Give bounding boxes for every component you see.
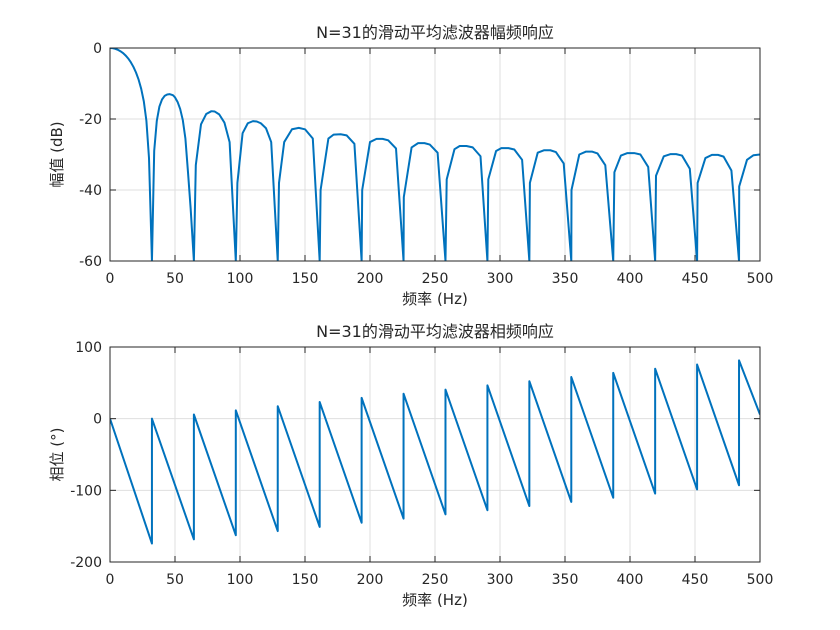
x-tick-label: 300: [487, 572, 514, 588]
x-tick-label: 300: [487, 271, 514, 287]
y-tick-label: -100: [70, 483, 102, 499]
x-tick-label: 0: [106, 271, 115, 287]
x-tick-label: 350: [552, 572, 579, 588]
chart-title: N=31的滑动平均滤波器幅频响应: [316, 23, 554, 42]
x-tick-label: 100: [227, 271, 254, 287]
x-tick-label: 200: [357, 572, 384, 588]
y-tick-label: -60: [79, 254, 102, 270]
y-axis-label: 幅值 (dB): [48, 121, 66, 187]
x-tick-label: 400: [617, 572, 644, 588]
magnitude-subplot: 0 50 100 150 200 250 300 350 400 450 500-60-40-200…: [48, 23, 773, 308]
x-tick-label: 450: [682, 271, 709, 287]
phase-subplot: 0 50 100 150 200 250 300 350 400 450 500 -200 -100 0 1…: [48, 322, 773, 609]
grid: [110, 347, 760, 562]
x-tick-label: 400: [617, 271, 644, 287]
x-tick-label: 50: [166, 271, 184, 287]
x-tick-label: 250: [422, 572, 449, 588]
y-tick-label: -40: [79, 183, 102, 199]
y-axis-label: 相位 (°): [48, 428, 66, 482]
y-tick-label: 0: [93, 41, 102, 57]
phase-series-line: [110, 359, 760, 545]
x-tick-label: 50: [166, 572, 184, 588]
x-tick-label: 0: [106, 572, 115, 588]
x-tick-label: 100: [227, 572, 254, 588]
y-ticks: -200 -100 0 100: [70, 340, 760, 571]
x-ticks: 0 50 100 150 200 250 300 350 400 450 500: [106, 48, 774, 287]
y-tick-label: 100: [75, 340, 102, 356]
x-tick-label: 350: [552, 271, 579, 287]
y-ticks: -60 -40 -20 0: [79, 41, 760, 270]
x-axis-label: 频率 (Hz): [402, 290, 468, 308]
chart-title: N=31的滑动平均滤波器相频响应: [316, 322, 554, 341]
x-tick-label: 200: [357, 271, 384, 287]
magnitude-series-line: [110, 48, 760, 261]
y-tick-label: -200: [70, 555, 102, 571]
y-tick-label: 0: [93, 412, 102, 428]
y-tick-label: -20: [79, 112, 102, 128]
x-tick-label: 450: [682, 572, 709, 588]
x-tick-label: 150: [292, 271, 319, 287]
grid: [110, 48, 760, 261]
x-tick-label: 250: [422, 271, 449, 287]
x-ticks: 0 50 100 150 200 250 300 350 400 450 500: [106, 347, 774, 588]
x-axis-label: 频率 (Hz): [402, 591, 468, 609]
x-tick-label: 150: [292, 572, 319, 588]
x-tick-label: 500: [747, 271, 774, 287]
x-tick-label: 500: [747, 572, 774, 588]
